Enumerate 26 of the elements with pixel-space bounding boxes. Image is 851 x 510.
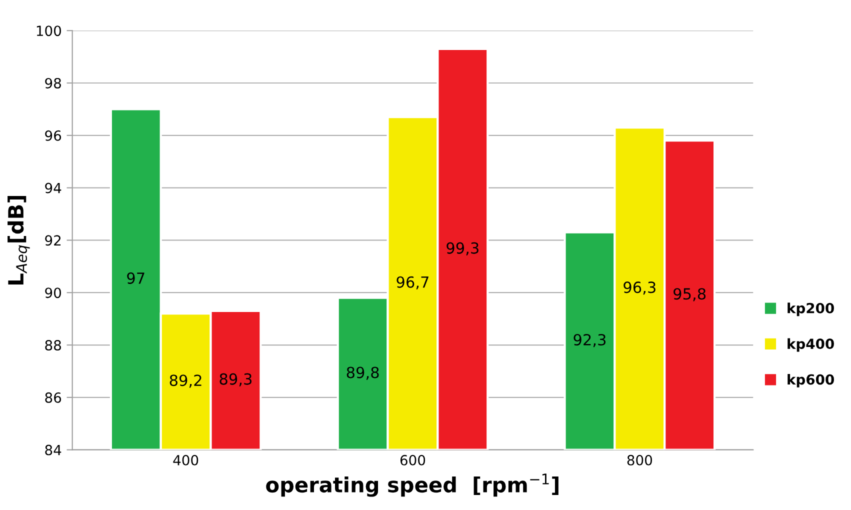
y-tick-label: 94 bbox=[45, 182, 62, 194]
legend-label: kp600 bbox=[788, 374, 834, 388]
data-label: 92,3 bbox=[574, 334, 606, 348]
data-label: 95,8 bbox=[674, 288, 706, 302]
y-tick-label: 96 bbox=[45, 130, 62, 141]
legend-label: kp400 bbox=[788, 338, 834, 352]
y-axis-title: L$_{Aeq}$[dB] bbox=[8, 196, 30, 284]
x-tick-label: 400 bbox=[173, 454, 198, 466]
x-tick-label: 800 bbox=[627, 454, 652, 466]
y-tick-label: 86 bbox=[45, 392, 62, 403]
x-tick-label: 600 bbox=[400, 454, 426, 466]
y-tick-label: 100 bbox=[36, 26, 61, 36]
data-label: 96,7 bbox=[396, 276, 428, 290]
y-tick-label: 92 bbox=[45, 235, 61, 246]
y-tick-label: 98 bbox=[45, 78, 61, 88]
y-tick-label: 88 bbox=[45, 340, 61, 350]
y-tick-label: 90 bbox=[45, 288, 61, 298]
data-label: 99,3 bbox=[446, 242, 478, 256]
data-label: 89,3 bbox=[220, 373, 252, 386]
data-label: 97 bbox=[127, 272, 144, 284]
x-axis-title: operating speed [rpm$^{−1}$] bbox=[266, 474, 558, 497]
legend-label: kp200 bbox=[788, 302, 834, 316]
data-label: 89,8 bbox=[346, 366, 379, 380]
data-label: 96,3 bbox=[624, 282, 656, 295]
data-label: 89,2 bbox=[170, 374, 202, 388]
y-tick-label: 84 bbox=[45, 444, 62, 456]
